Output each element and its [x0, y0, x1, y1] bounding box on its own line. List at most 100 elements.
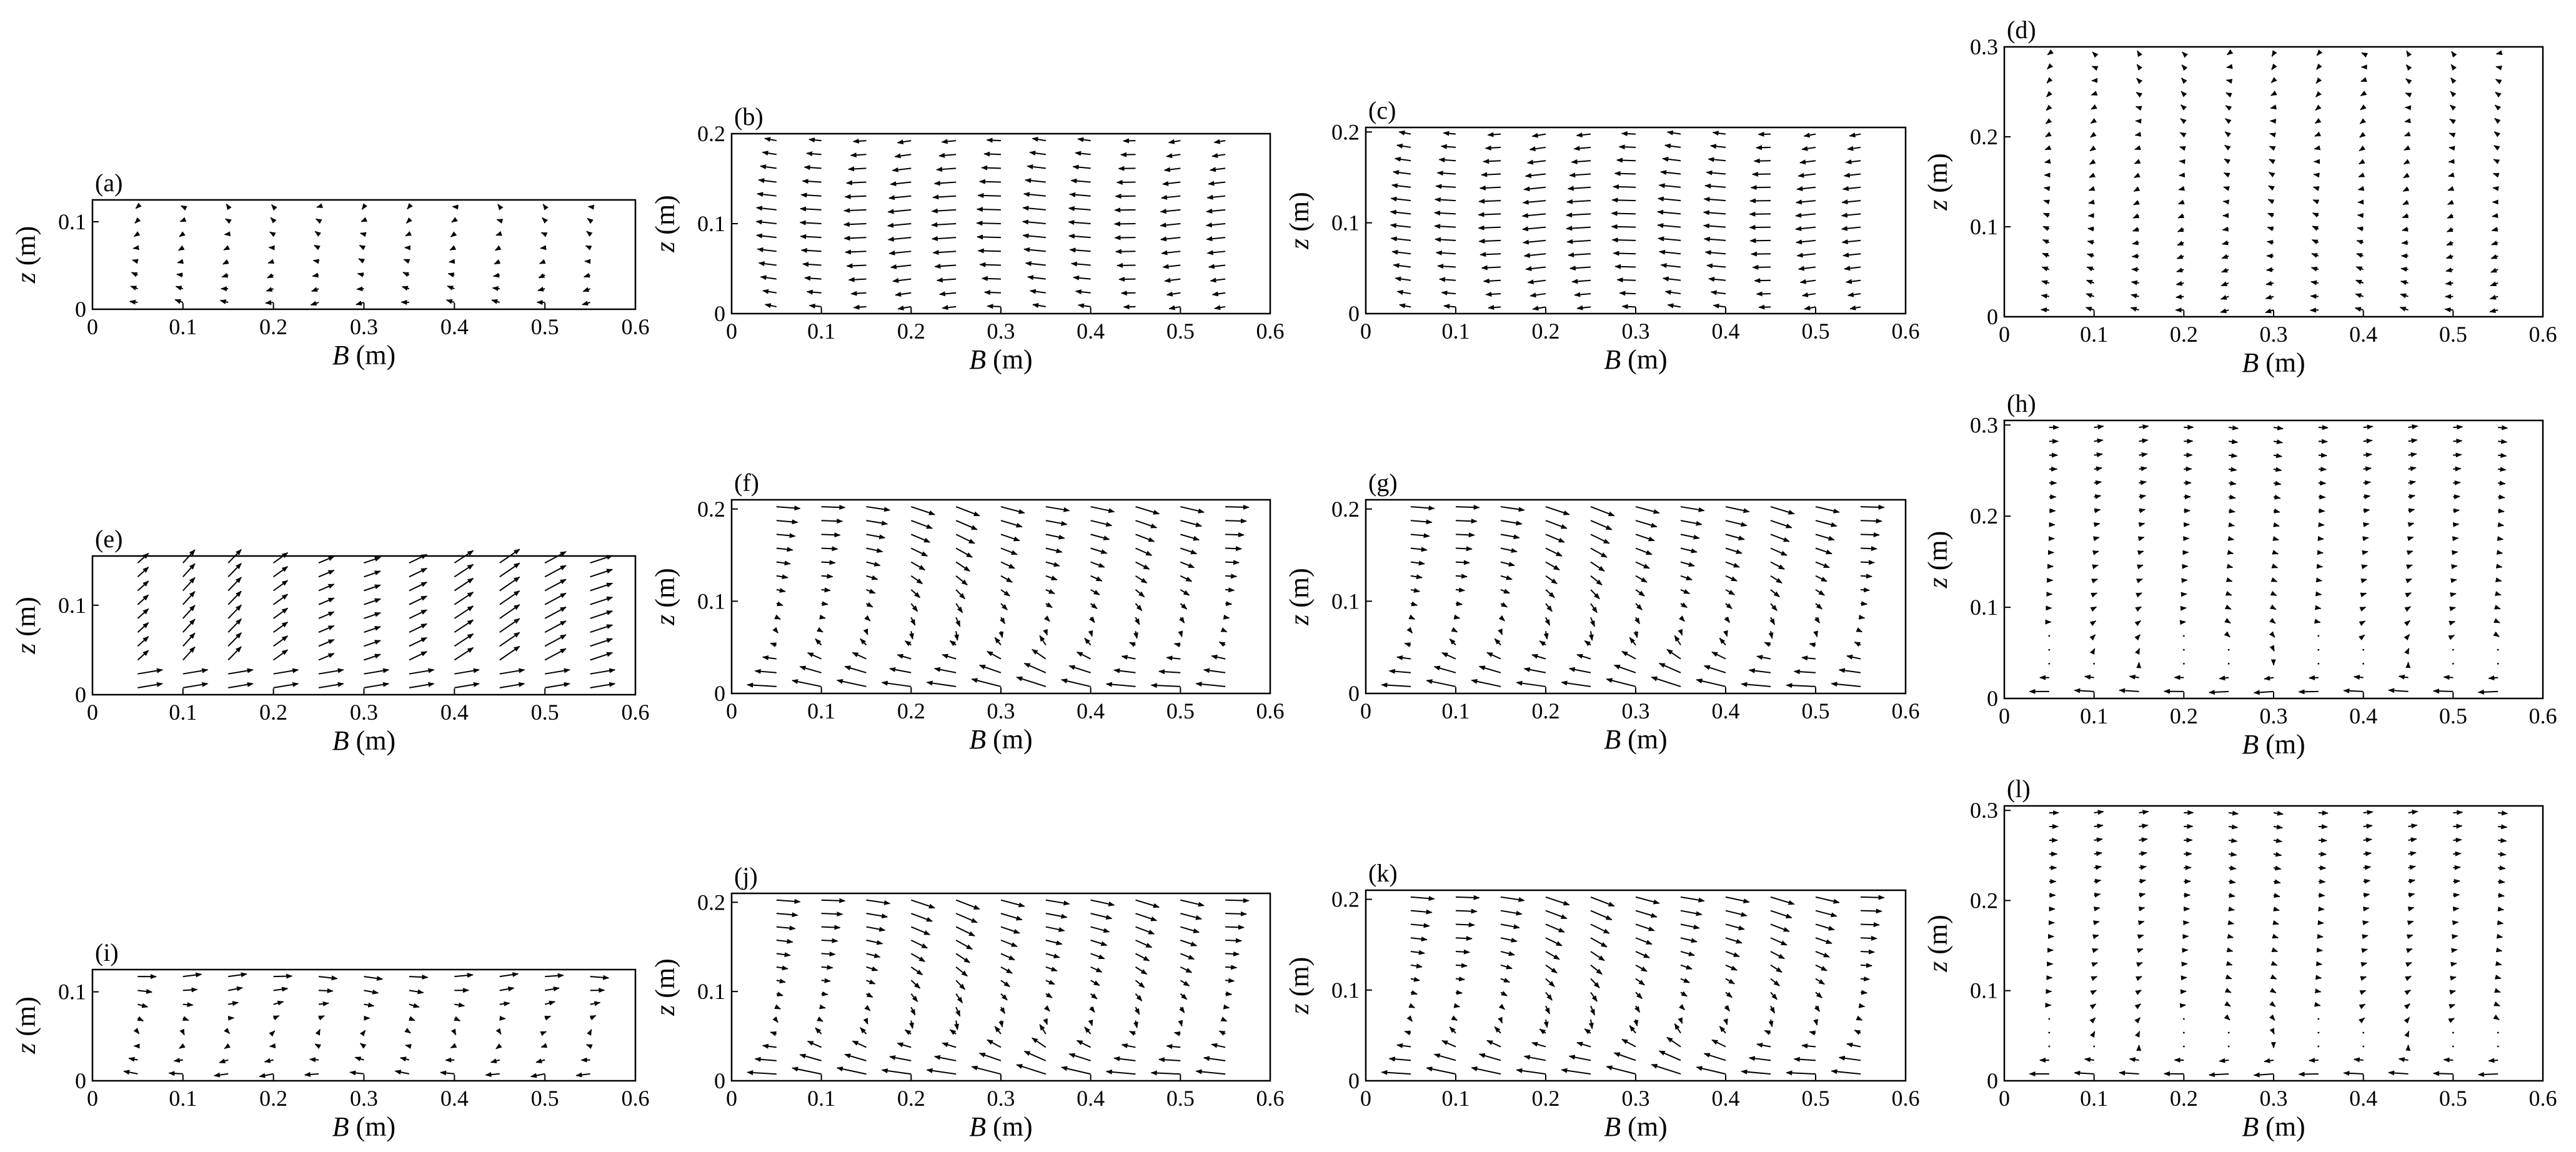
velocity-vector [1725, 978, 1735, 985]
velocity-vector [1118, 276, 1136, 282]
y-axis-variable: z [1922, 961, 1953, 973]
x-tick-label: 0.1 [807, 1086, 835, 1111]
velocity-vector [2495, 577, 2502, 583]
velocity-vector [1481, 172, 1501, 177]
velocity-vector [1860, 922, 1880, 928]
velocity-vector [1751, 171, 1771, 177]
velocity-vector [2402, 199, 2409, 206]
velocity-vector [1696, 1066, 1726, 1075]
y-axis-unit: (m) [11, 226, 41, 273]
velocity-vector [1043, 1018, 1048, 1025]
velocity-vector [2450, 64, 2457, 71]
velocity-vector [1616, 157, 1636, 163]
velocity-vector [1725, 520, 1748, 527]
velocity-vector [2087, 240, 2094, 245]
velocity-vector [866, 926, 886, 932]
velocity-vector [758, 261, 777, 267]
velocity-vector [2318, 508, 2325, 514]
velocity-vector [776, 519, 798, 525]
velocity-vector [2363, 851, 2372, 857]
velocity-vector [2498, 879, 2505, 885]
vector-dot [2182, 648, 2185, 651]
velocity-vector [2494, 104, 2501, 111]
velocity-vector [1025, 178, 1046, 184]
velocity-vector [1208, 181, 1226, 186]
velocity-vector [1635, 506, 1660, 514]
x-tick-label: 0.6 [622, 700, 650, 725]
velocity-vector [1045, 940, 1063, 946]
velocity-vector [133, 231, 141, 237]
velocity-vector [910, 617, 916, 626]
y-tick-label: 0.3 [1970, 412, 1998, 437]
velocity-vector [2273, 439, 2284, 445]
velocity-vector [2042, 212, 2050, 218]
velocity-vector [747, 682, 777, 688]
velocity-vector [1680, 575, 1693, 580]
velocity-vector [2094, 508, 2101, 514]
velocity-vector [821, 560, 836, 565]
velocity-vector [1500, 547, 1518, 554]
velocity-vector [1073, 275, 1091, 281]
velocity-vector [1214, 305, 1226, 310]
y-tick-label: 0.1 [697, 979, 725, 1004]
x-tick-label: 0.3 [1622, 319, 1650, 344]
velocity-vector [1634, 1005, 1641, 1013]
velocity-vector [2356, 252, 2364, 258]
velocity-vector [1770, 561, 1785, 570]
velocity-vector [266, 287, 274, 292]
velocity-vector [134, 217, 141, 224]
velocity-vector [454, 577, 474, 592]
velocity-vector [2229, 865, 2237, 871]
velocity-vector [358, 258, 365, 264]
velocity-vector [2208, 1072, 2229, 1078]
velocity-vector [1090, 926, 1110, 933]
velocity-vector [224, 1028, 231, 1035]
velocity-vector [757, 247, 777, 252]
velocity-vector [2228, 508, 2235, 514]
velocity-vector [582, 287, 590, 292]
chart-panel: (l)0 0.1 0.2 0.3 0.4 0.5 0.600.10.20.3B (m)z (… [1922, 775, 2557, 1142]
velocity-vector [2134, 634, 2141, 641]
vector-dot [2452, 662, 2454, 665]
y-axis-label: z (m) [650, 195, 680, 253]
velocity-vector [776, 560, 791, 566]
velocity-vector [2494, 117, 2501, 124]
velocity-vector [2225, 590, 2232, 596]
velocity-vector [2358, 1017, 2365, 1024]
velocity-vector [1809, 1030, 1816, 1036]
x-axis-unit: (m) [1621, 344, 1668, 375]
velocity-vector [1680, 534, 1700, 540]
velocity-vector [2134, 648, 2141, 655]
velocity-vector [402, 272, 410, 277]
velocity-vector [318, 569, 335, 578]
velocity-vector [2042, 226, 2050, 231]
velocity-vector [1711, 651, 1726, 660]
velocity-vector [866, 913, 888, 919]
x-tick-label: 0.6 [1892, 1086, 1920, 1111]
velocity-vector [273, 552, 289, 564]
velocity-vector [544, 592, 567, 605]
velocity-vector [266, 273, 274, 279]
velocity-vector [1211, 1043, 1226, 1048]
velocity-vector [454, 564, 474, 578]
velocity-vector [403, 259, 410, 264]
velocity-vector [2497, 906, 2504, 911]
velocity-vector [1561, 680, 1591, 687]
velocity-vector [1045, 992, 1053, 998]
velocity-vector [2134, 1003, 2142, 1010]
x-tick-label: 0.6 [1892, 698, 1920, 723]
velocity-vector [1225, 532, 1245, 538]
velocity-vector [1195, 682, 1226, 687]
velocity-vector [2408, 438, 2418, 444]
velocity-vector [494, 245, 502, 251]
x-axis-unit: (m) [1621, 1111, 1668, 1142]
velocity-vector [955, 534, 975, 544]
velocity-vector [1135, 980, 1145, 988]
velocity-vector [2094, 466, 2102, 472]
velocity-vector [955, 603, 963, 613]
velocity-vector [1725, 964, 1738, 971]
velocity-vector [409, 582, 428, 592]
velocity-vector [821, 532, 841, 538]
velocity-vector [2490, 254, 2499, 259]
velocity-vector [1815, 937, 1833, 945]
